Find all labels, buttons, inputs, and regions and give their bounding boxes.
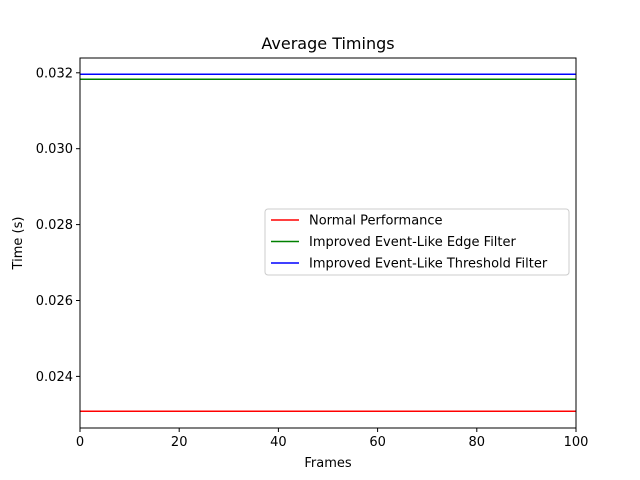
legend-label-0: Normal Performance: [309, 214, 443, 229]
x-axis-ticks: 0 20 40 60 80 100: [76, 428, 589, 450]
y-tick-label: 0.028: [36, 218, 73, 233]
plot-frame: [79, 57, 577, 429]
legend: Normal Performance Improved Event-Like Ed…: [264, 208, 570, 276]
y-tick-label: 0.026: [36, 294, 73, 309]
x-tick-label: 100: [564, 435, 589, 450]
x-tick-label: 40: [270, 435, 287, 450]
chart-title: Average Timings: [261, 34, 394, 53]
y-axis-label: Time (s): [11, 217, 26, 271]
legend-label-1: Improved Event-Like Edge Filter: [309, 235, 517, 250]
x-tick-label: 20: [171, 435, 188, 450]
y-tick-label: 0.030: [36, 142, 73, 157]
y-axis-ticks: 0.024 0.026 0.028 0.030 0.032: [36, 66, 80, 385]
x-tick-label: 60: [369, 435, 386, 450]
legend-label-2: Improved Event-Like Threshold Filter: [309, 257, 548, 272]
series-layer: [80, 73, 576, 413]
y-tick-label: 0.032: [36, 66, 73, 81]
y-tick-label: 0.024: [36, 370, 73, 385]
x-tick-label: 80: [469, 435, 486, 450]
x-axis-label: Frames: [304, 456, 352, 471]
x-tick-label: 0: [76, 435, 84, 450]
legend-box: [264, 208, 570, 276]
